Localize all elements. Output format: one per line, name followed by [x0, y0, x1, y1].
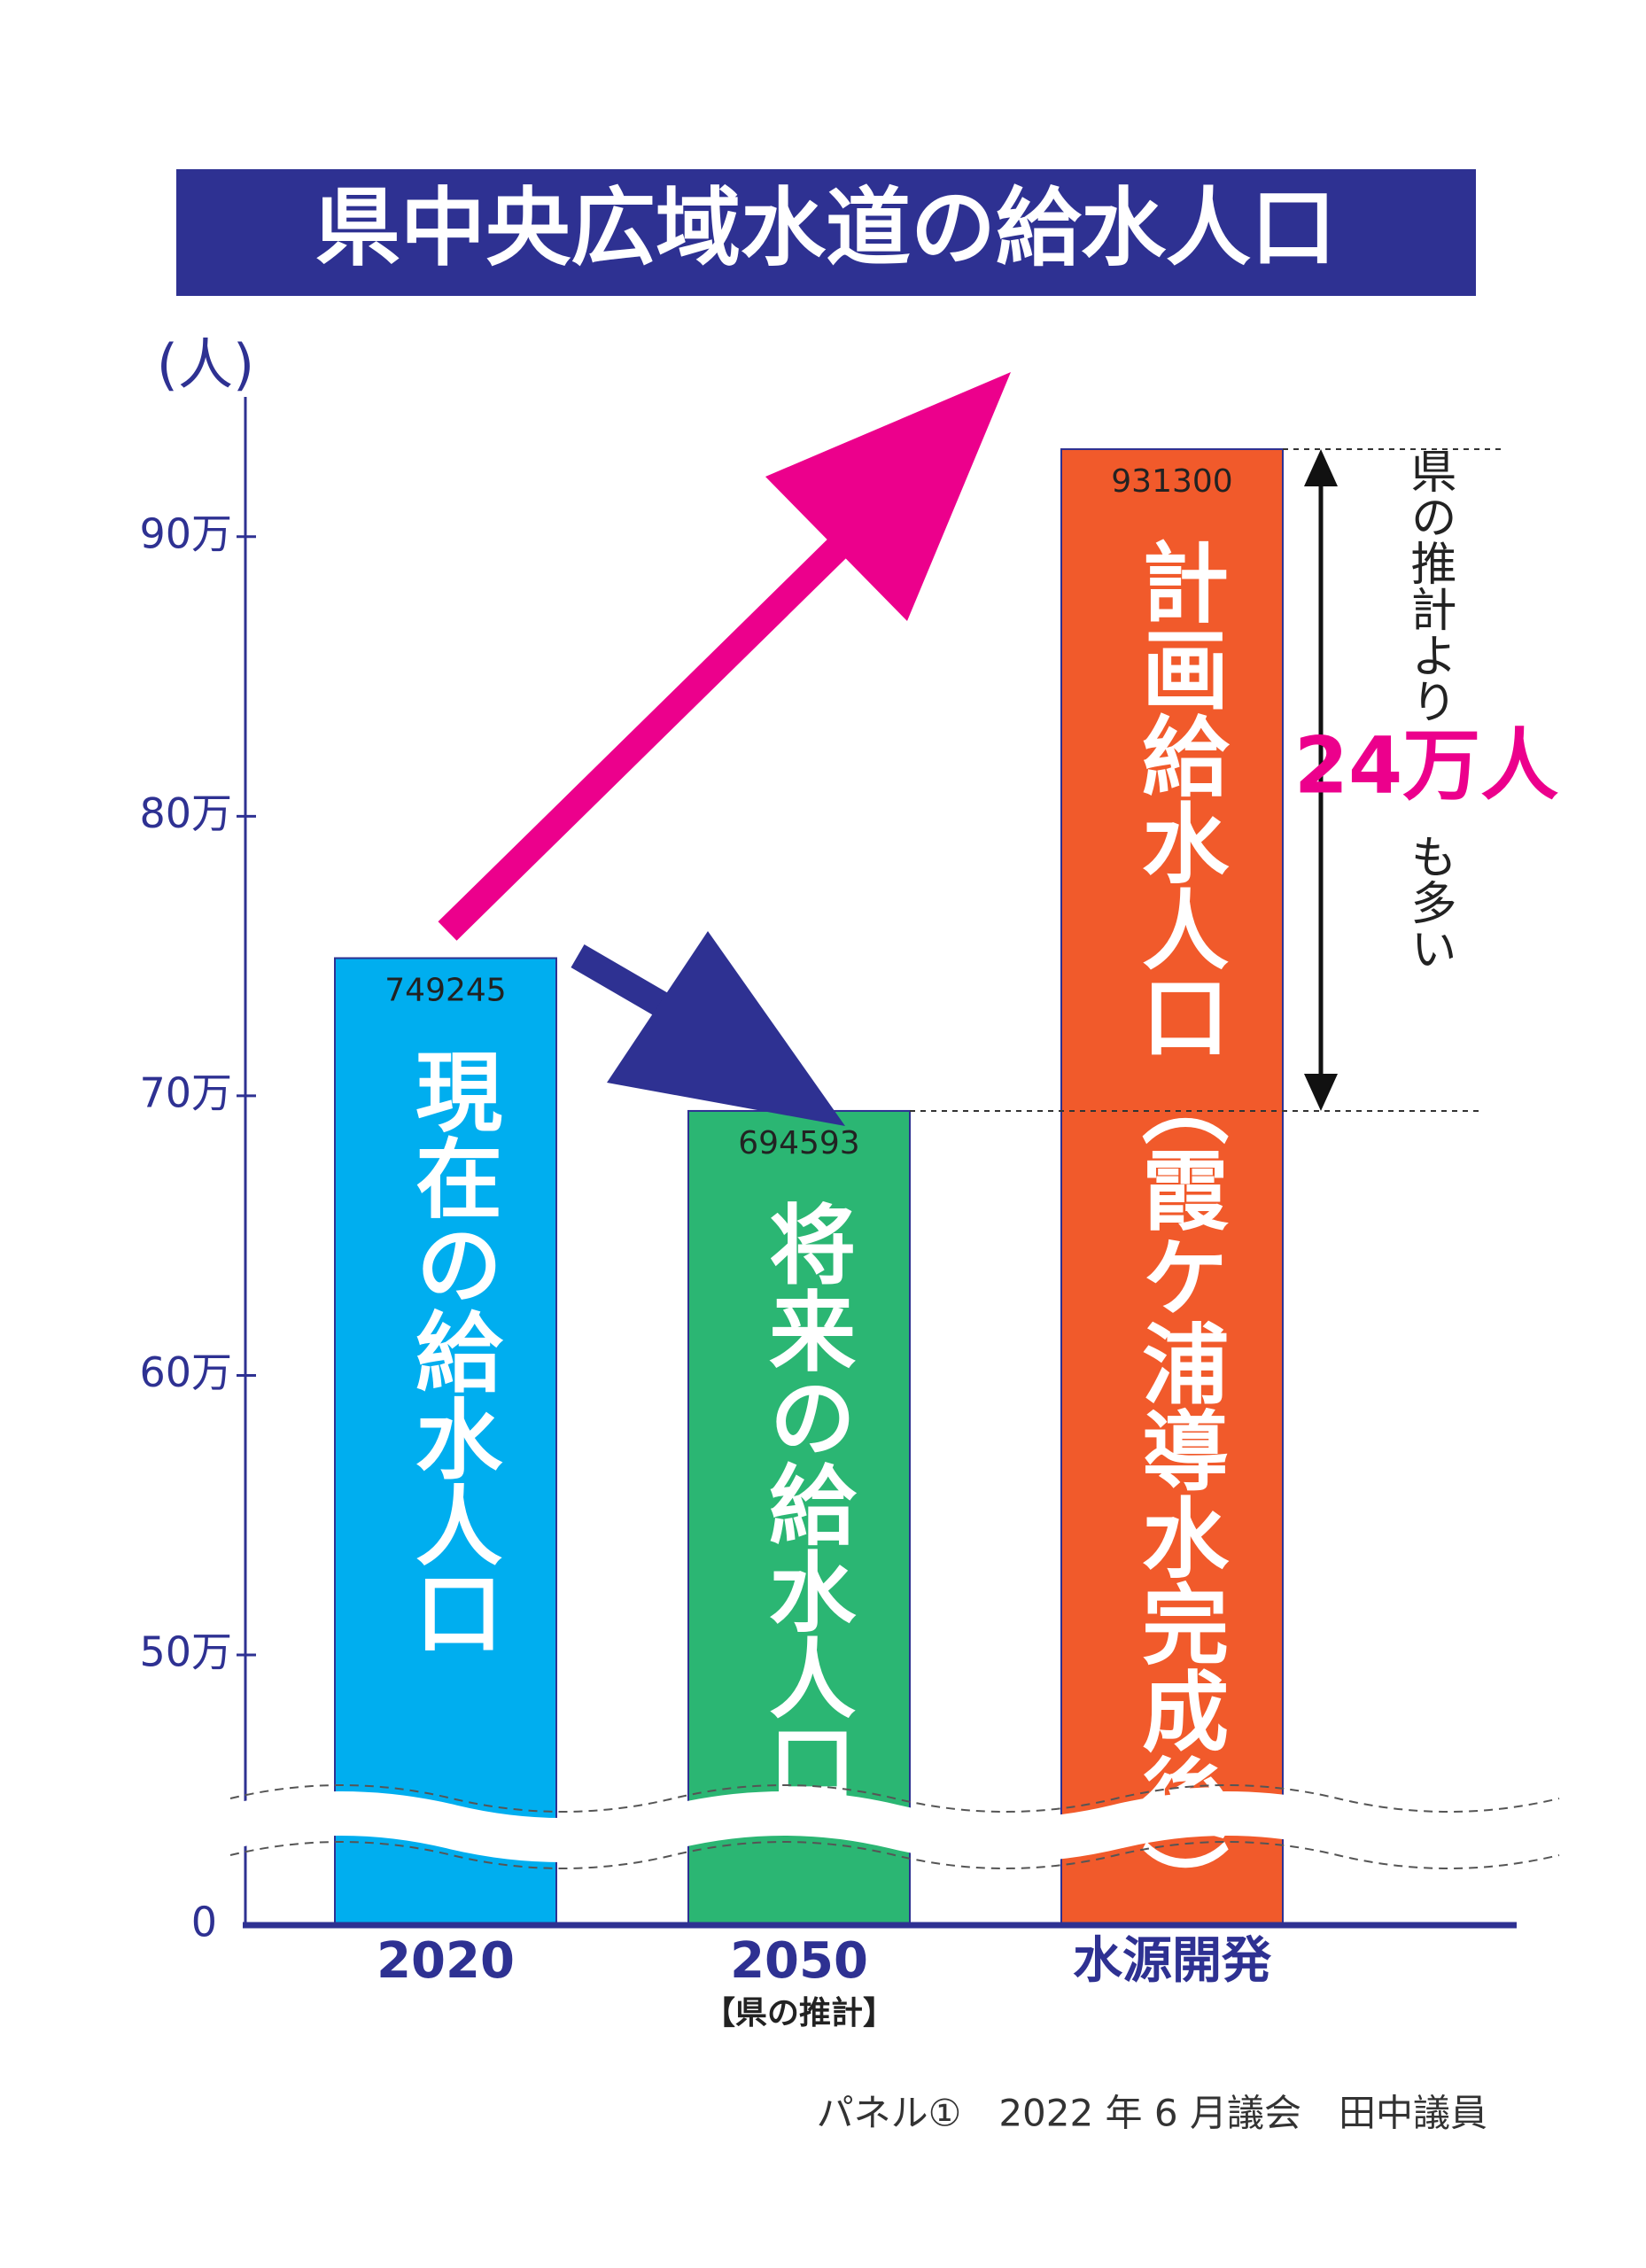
category-note: 【県の推計】 [703, 1995, 895, 2031]
difference-note: 県の推計より [1402, 447, 1456, 724]
value-label: 931300 [1111, 463, 1232, 500]
arrow-head [1304, 1073, 1338, 1111]
difference-note: も多い [1402, 833, 1456, 971]
axis-break [225, 1784, 1564, 1869]
arrow-head [1304, 449, 1338, 487]
y-tick-label: 50万 [139, 1628, 232, 1676]
y-tick-label: 80万 [139, 789, 232, 837]
difference-value: 24万人 [1294, 719, 1558, 811]
axes: 0 50万 60万 70万 80万 90万 [139, 397, 256, 1946]
arrow-up-head [765, 372, 1011, 621]
arrow-up-shaft [438, 534, 851, 941]
title-bar [176, 169, 1476, 296]
y-tick-label: 0 [191, 1899, 217, 1946]
footer: パネル① 2022 年 6 月議会 田中議員 [817, 2092, 1487, 2135]
x-tick-label: 2020 [377, 1932, 515, 1990]
y-tick-label: 60万 [139, 1348, 232, 1396]
value-label: 749245 [384, 972, 506, 1008]
bar [1060, 448, 1284, 1926]
break-line [229, 1784, 1560, 1813]
trend-arrows [438, 372, 1011, 1126]
bar-label: 将来の給水人口 [754, 1200, 856, 1807]
y-axis-label: (人) [157, 332, 254, 397]
arrow-down-head [607, 931, 845, 1126]
break-line [229, 1841, 1560, 1869]
chart-title: 県中央広域水道の給水人口 [315, 178, 1336, 277]
y-tick-label: 70万 [139, 1068, 232, 1116]
y-tick-label: 90万 [139, 509, 232, 557]
x-tick-label: 水源開発 [1073, 1932, 1272, 1990]
value-label: 694593 [738, 1125, 859, 1161]
bar [334, 957, 557, 1926]
break-band [225, 1791, 1564, 1862]
x-tick-label: 2050 [730, 1932, 868, 1990]
bar-label: 現在の給水人口 [400, 1046, 502, 1654]
bar-label: 計画給水人口（霞ケ浦導水完成後） [1127, 538, 1229, 1927]
